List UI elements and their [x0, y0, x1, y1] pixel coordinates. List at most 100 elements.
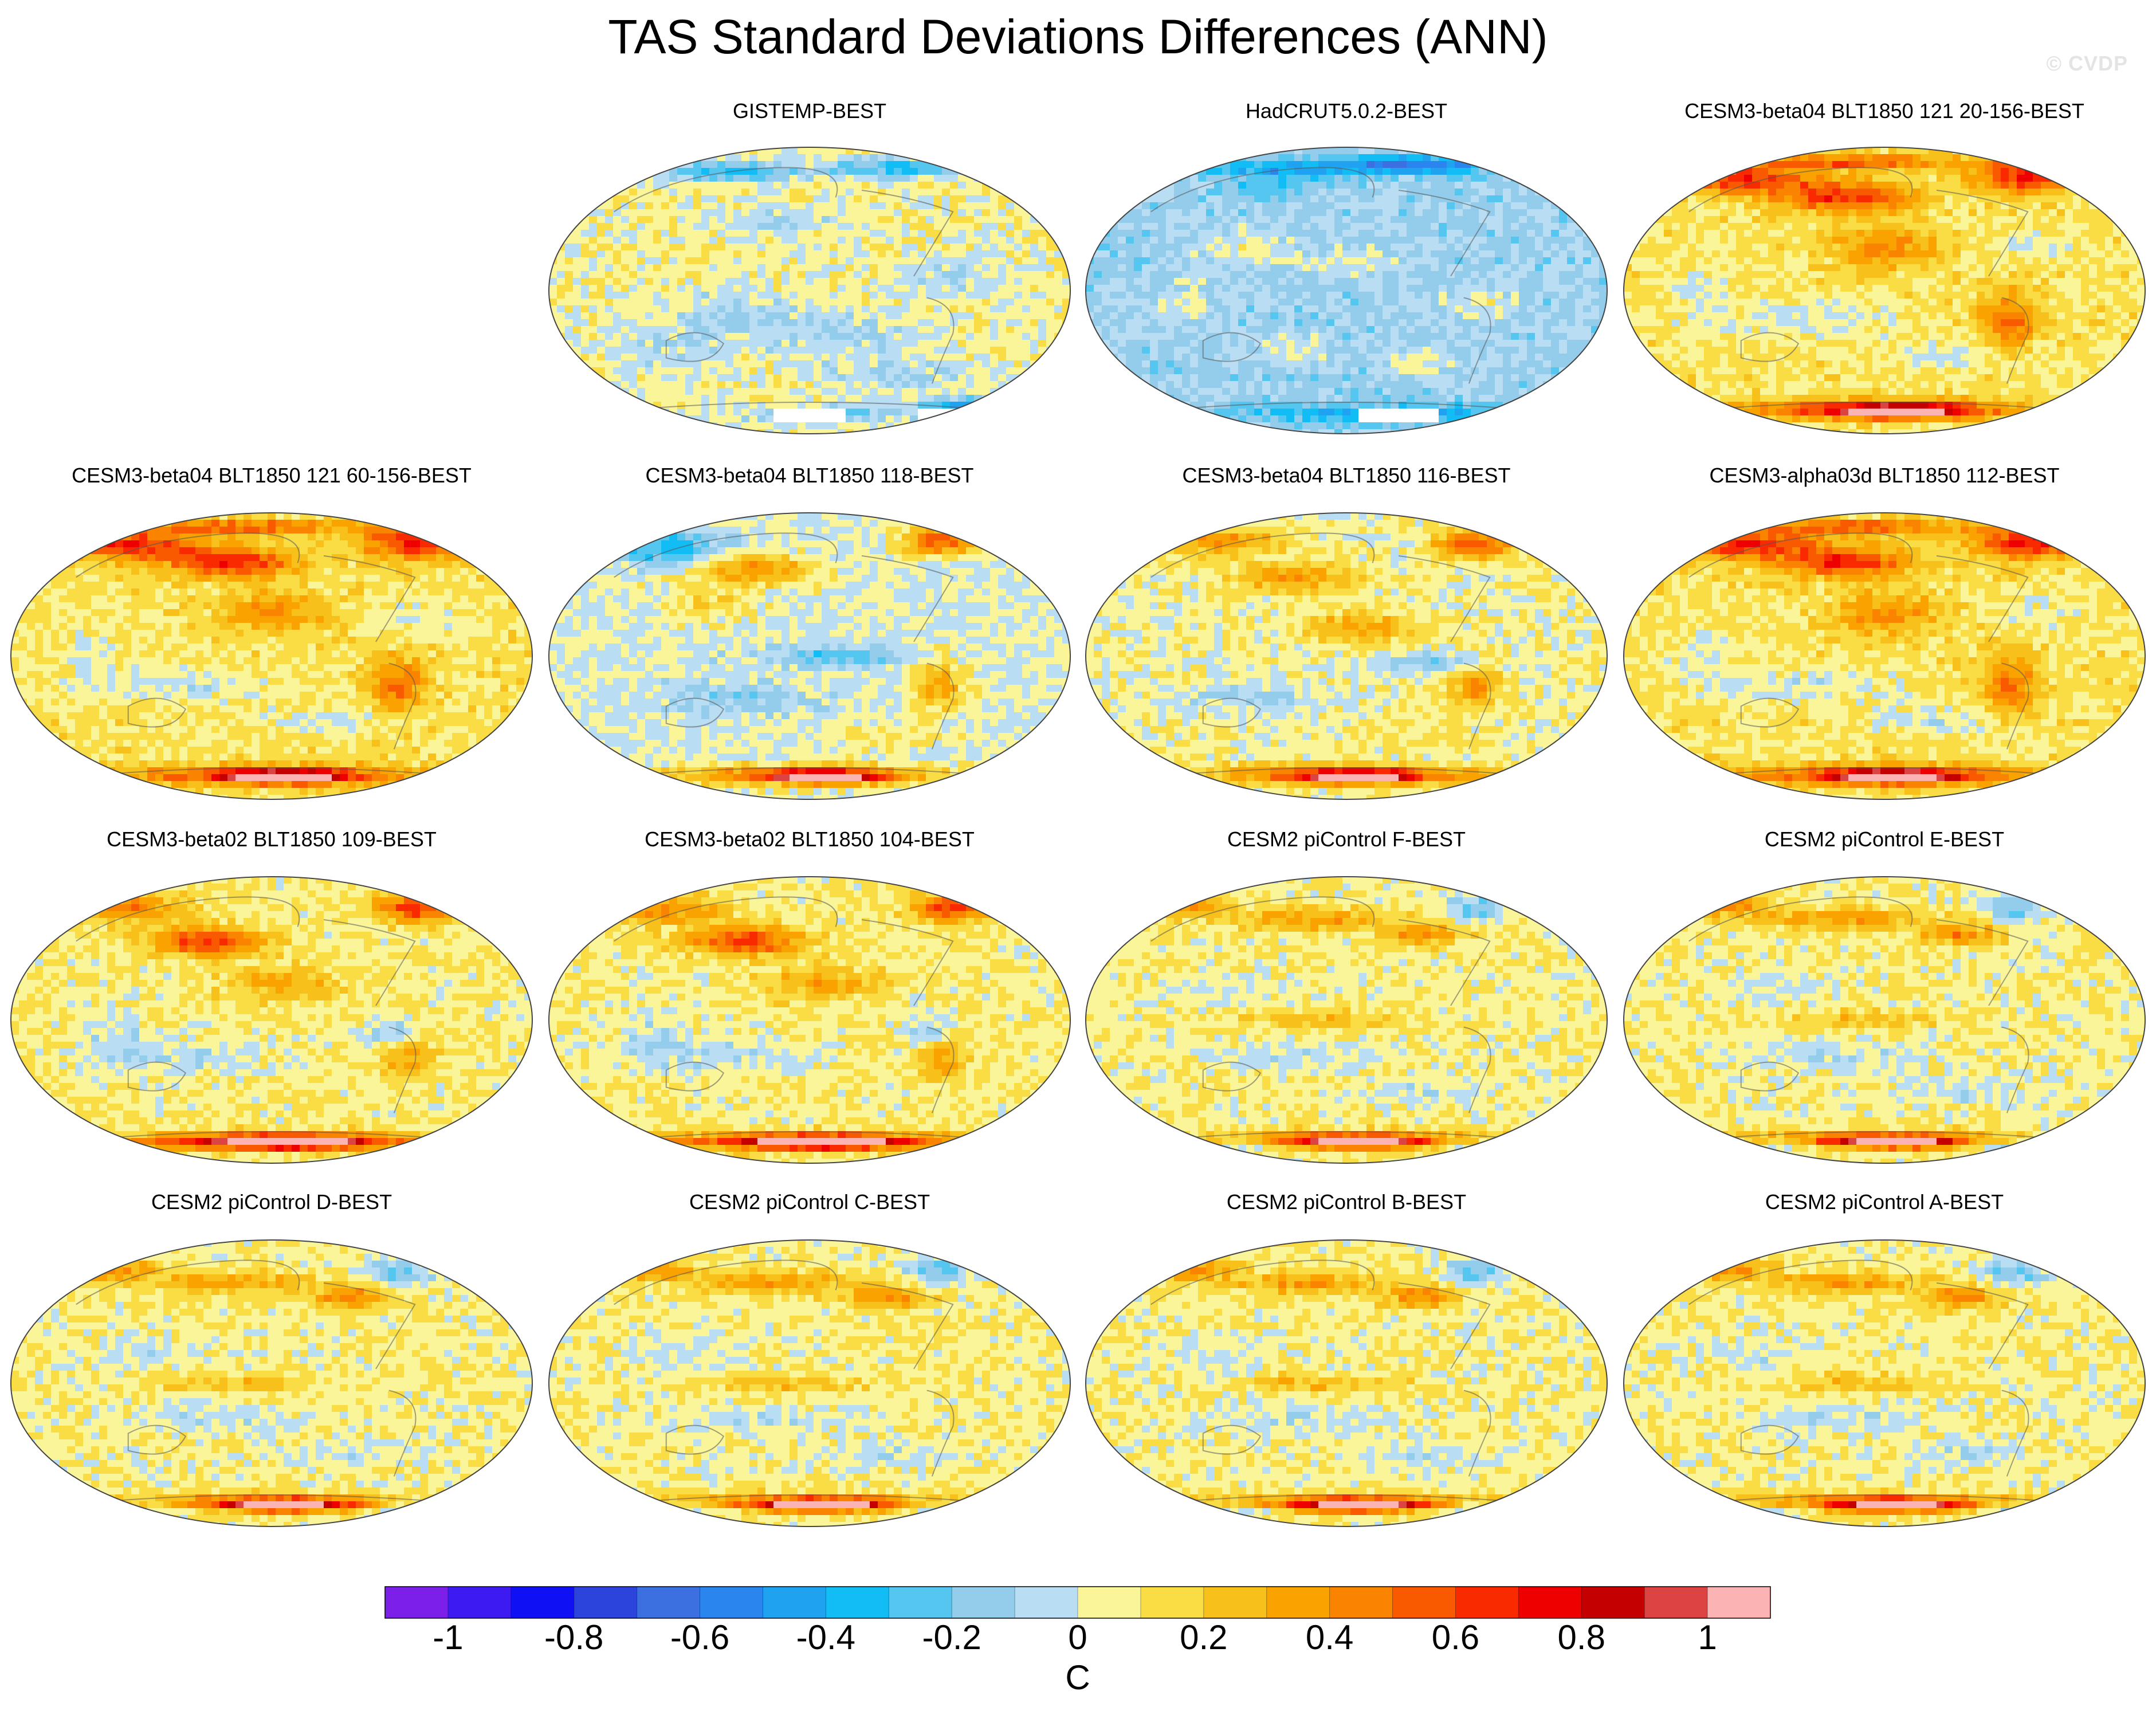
map-outline — [1085, 147, 1608, 434]
coastline — [1727, 1494, 2041, 1501]
panel-title: CESM3-beta04 BLT1850 116-BEST — [1083, 463, 1610, 488]
colorbar-tick-label: -1 — [391, 1618, 505, 1657]
map-panel — [1624, 147, 2145, 434]
coastline — [1688, 167, 1913, 213]
coastline — [1150, 532, 1375, 578]
coastline — [1463, 662, 1491, 749]
map-outline — [1623, 1239, 2146, 1527]
coastline — [653, 767, 967, 774]
colorbar-tick-label: 0 — [1020, 1618, 1135, 1657]
coastline — [1398, 919, 1491, 1006]
colorbar-tick-label: 0.6 — [1398, 1618, 1513, 1657]
coastline — [1463, 297, 1491, 384]
coastline — [1202, 1424, 1262, 1455]
coastline — [1727, 402, 2041, 409]
coastline — [926, 1026, 955, 1113]
coastline — [1936, 555, 2029, 642]
colorbar-swatch — [826, 1587, 889, 1618]
coastline — [1727, 1131, 2041, 1138]
coastline — [614, 167, 838, 213]
colorbar-swatch — [1455, 1587, 1519, 1618]
coastline — [127, 1061, 187, 1092]
colorbar — [384, 1586, 1771, 1619]
colorbar-units-label: C — [1020, 1658, 1135, 1697]
colorbar-swatch — [700, 1587, 763, 1618]
map-outline — [548, 876, 1071, 1164]
colorbar-swatch — [1707, 1587, 1771, 1618]
colorbar-tick-label: 0.4 — [1273, 1618, 1387, 1657]
colorbar-swatch — [1015, 1587, 1078, 1618]
colorbar-swatch — [1581, 1587, 1645, 1618]
coastline — [1936, 919, 2029, 1006]
map-outline — [1623, 876, 2146, 1164]
map-outline — [10, 1239, 533, 1527]
colorbar-tick-label: -0.8 — [517, 1618, 631, 1657]
coastline — [1398, 190, 1491, 277]
coastline — [665, 697, 725, 728]
coastline — [1740, 332, 1800, 362]
coastline — [388, 1390, 417, 1477]
colorbar-swatch — [510, 1587, 575, 1618]
map-outline — [548, 147, 1071, 434]
map-outline — [1623, 512, 2146, 800]
coastline — [127, 1424, 187, 1455]
panel-title: CESM2 piControl E-BEST — [1621, 827, 2148, 852]
coastline — [1189, 1131, 1503, 1138]
coastline — [1463, 1026, 1491, 1113]
map-panel — [549, 877, 1070, 1163]
colorbar-tick-label: 1 — [1650, 1618, 1765, 1657]
colorbar-swatch — [637, 1587, 701, 1618]
coastline — [653, 402, 967, 409]
map-outline — [1085, 1239, 1608, 1527]
coastline — [76, 896, 300, 942]
colorbar-swatch — [889, 1587, 952, 1618]
coastline — [1202, 697, 1262, 728]
coastline — [665, 1061, 725, 1092]
colorbar-tick-label: -0.6 — [643, 1618, 757, 1657]
coastline — [1398, 555, 1491, 642]
coastline — [1189, 1494, 1503, 1501]
colorbar-swatch — [1140, 1587, 1204, 1618]
map-outline — [1085, 512, 1608, 800]
coastline — [926, 662, 955, 749]
coastline — [323, 919, 416, 1006]
coastline — [653, 1131, 967, 1138]
coastline — [2001, 1026, 2029, 1113]
coastline — [323, 555, 416, 642]
coastline — [1727, 767, 2041, 774]
coastline — [2001, 1390, 2029, 1477]
colorbar-tick-label: 0.8 — [1524, 1618, 1639, 1657]
panel-title: GISTEMP-BEST — [546, 99, 1073, 124]
coastline — [115, 1494, 429, 1501]
coastline — [1740, 1424, 1800, 1455]
map-outline — [1085, 876, 1608, 1164]
panel-title: HadCRUT5.0.2-BEST — [1083, 99, 1610, 124]
coastline — [861, 919, 954, 1006]
map-outline — [548, 1239, 1071, 1527]
map-panel — [11, 877, 532, 1163]
map-panel — [11, 513, 532, 799]
colorbar-border — [384, 1586, 1771, 1619]
coastline — [1189, 402, 1503, 409]
coastline — [614, 532, 838, 578]
coastline — [861, 190, 954, 277]
coastline — [926, 1390, 955, 1477]
coastline — [388, 1026, 417, 1113]
coastline — [1740, 697, 1800, 728]
coastline — [1688, 1259, 1913, 1305]
colorbar-swatch — [1266, 1587, 1330, 1618]
watermark: © CVDP — [2046, 52, 2128, 76]
map-panel — [1086, 147, 1607, 434]
map-outline — [1623, 147, 2146, 434]
coastline — [614, 896, 838, 942]
panel-title: CESM2 piControl A-BEST — [1621, 1190, 2148, 1215]
map-outline — [10, 512, 533, 800]
panel-title: CESM2 piControl C-BEST — [546, 1190, 1073, 1215]
colorbar-tick-label: -0.2 — [894, 1618, 1009, 1657]
coastline — [1936, 190, 2029, 277]
colorbar-swatch — [763, 1587, 826, 1618]
coastline — [665, 1424, 725, 1455]
coastline — [1150, 167, 1375, 213]
colorbar-swatch — [1644, 1587, 1708, 1618]
